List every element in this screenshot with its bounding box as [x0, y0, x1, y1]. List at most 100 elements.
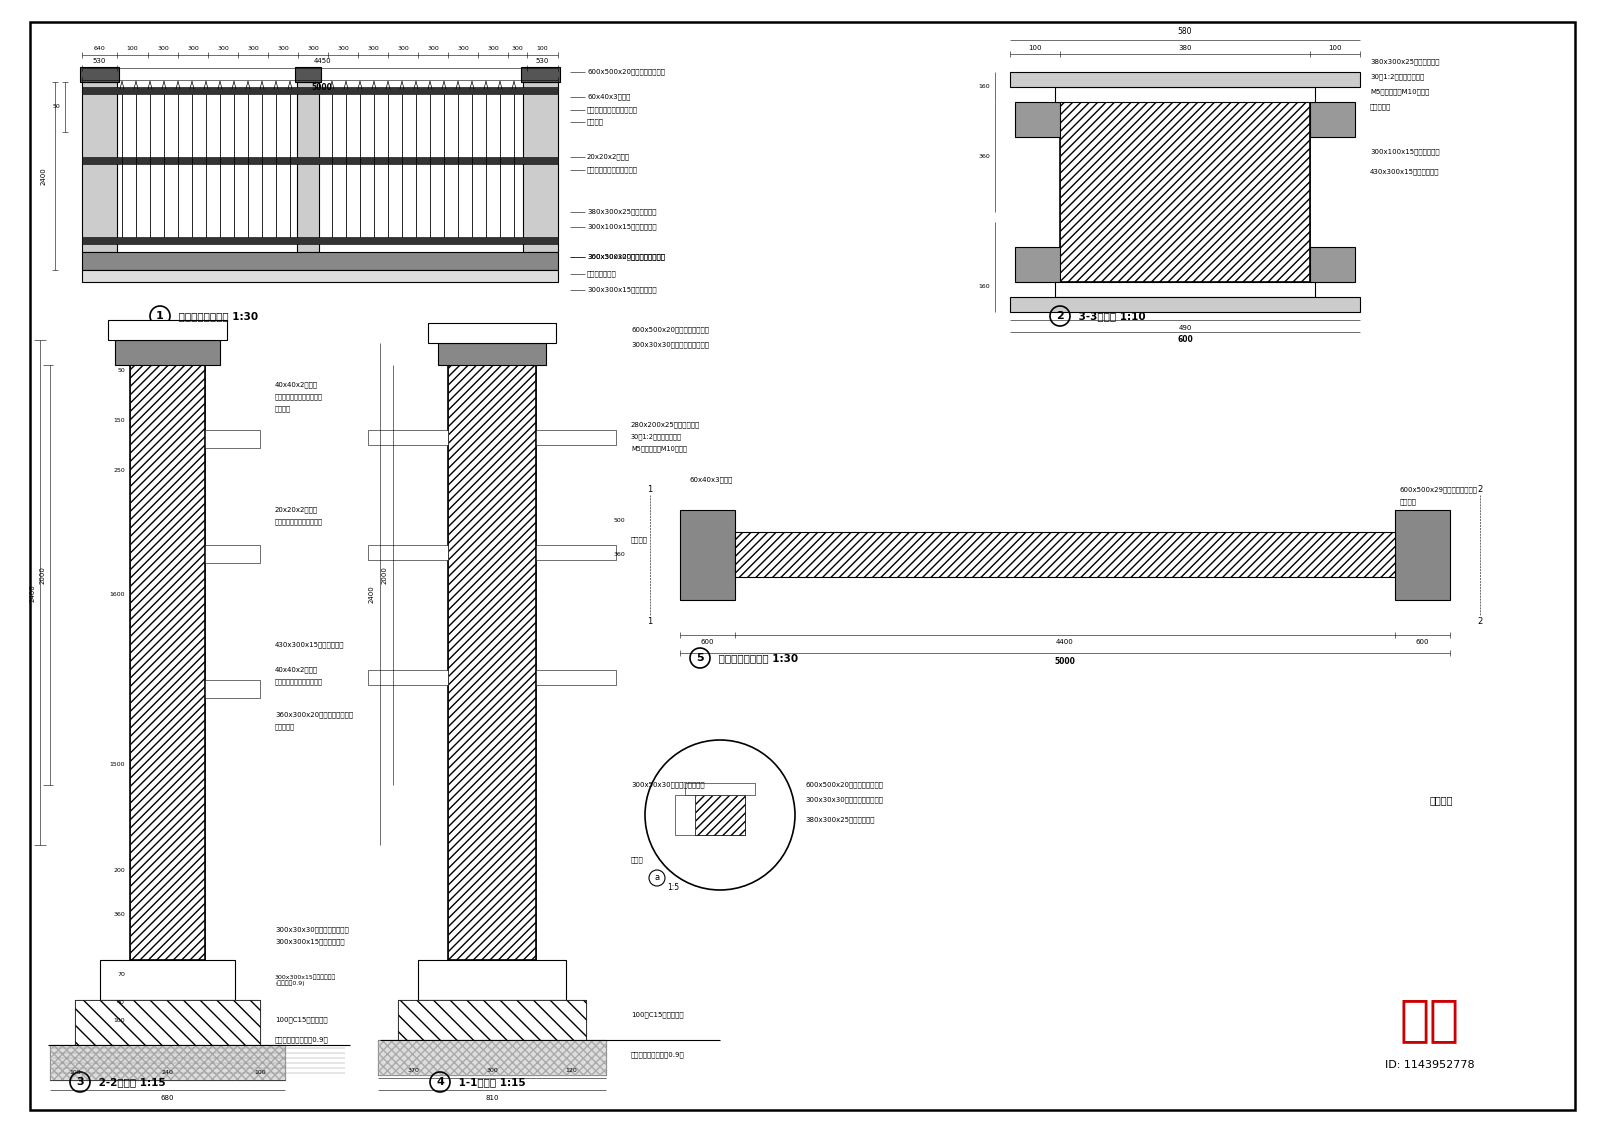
Bar	[82, 87, 558, 94]
Bar	[1014, 102, 1059, 137]
Text: 2: 2	[1477, 618, 1483, 627]
Text: 素土夯实（压实系数0.9）: 素土夯实（压实系数0.9）	[275, 1037, 328, 1043]
Bar	[82, 83, 117, 252]
Text: 300x100x15机切面黄木纹: 300x100x15机切面黄木纹	[1370, 148, 1440, 155]
Bar	[294, 67, 322, 83]
Text: 100厚C15混凝土垫层: 100厚C15混凝土垫层	[630, 1012, 683, 1018]
Text: 300x300x15机切面黄木纹: 300x300x15机切面黄木纹	[587, 286, 656, 293]
Text: 300: 300	[397, 45, 410, 51]
Text: 40x40x2厚方通: 40x40x2厚方通	[275, 666, 318, 673]
Bar	[130, 365, 205, 960]
Text: 300x30x30自然面锈石黄花岗石: 300x30x30自然面锈石黄花岗石	[630, 342, 709, 348]
Text: 5000: 5000	[1054, 656, 1075, 665]
Text: 每单元设置两个: 每单元设置两个	[587, 270, 616, 277]
Bar	[298, 83, 318, 252]
Text: 黑色防锈漆两层，底层清漆: 黑色防锈漆两层，底层清漆	[587, 166, 638, 173]
Text: 380x300x25机切面黄木纹: 380x300x25机切面黄木纹	[587, 209, 656, 215]
Bar	[448, 365, 536, 960]
Text: 50: 50	[53, 104, 61, 110]
Text: 150: 150	[114, 417, 125, 423]
Text: 成品预埋件: 成品预埋件	[1370, 104, 1392, 111]
Text: 430x300x15机切面黄木纹: 430x300x15机切面黄木纹	[1370, 169, 1440, 175]
Text: 300: 300	[486, 45, 499, 51]
Text: 600x500x20烧面锈石黄花岗石: 600x500x20烧面锈石黄花岗石	[630, 327, 709, 334]
Bar	[205, 430, 259, 448]
Text: 40x40x2厚方通: 40x40x2厚方通	[275, 381, 318, 388]
Text: 300: 300	[338, 45, 349, 51]
Text: 黑色防锈漆两层，底层清漆: 黑色防锈漆两层，底层清漆	[587, 106, 638, 113]
Text: 3: 3	[77, 1077, 83, 1087]
Text: 黑色防锈漆两层，底层清漆: 黑色防锈漆两层，底层清漆	[275, 394, 323, 400]
Text: 300: 300	[366, 45, 379, 51]
Text: 300: 300	[246, 45, 259, 51]
Text: 5000: 5000	[312, 84, 333, 93]
Bar	[378, 1041, 606, 1074]
Text: 100厚C15混凝土垫层: 100厚C15混凝土垫层	[275, 1017, 328, 1024]
Text: 2-2剖面图 1:15: 2-2剖面图 1:15	[94, 1077, 166, 1087]
Bar	[685, 783, 755, 795]
Text: 360x300x20烧面锈石黄花岗石: 360x300x20烧面锈石黄花岗石	[587, 253, 666, 260]
Text: 知末: 知末	[1400, 996, 1459, 1044]
Text: 20x20x2厚方通: 20x20x2厚方通	[275, 507, 318, 513]
Text: 300: 300	[307, 45, 318, 51]
Bar	[1310, 102, 1355, 137]
Bar	[205, 545, 259, 563]
Text: 240: 240	[162, 1070, 173, 1074]
Text: 680: 680	[160, 1095, 174, 1100]
Text: 300: 300	[157, 45, 170, 51]
Text: 300x300x15机切面黄木纹
(压实系数0.9): 300x300x15机切面黄木纹 (压实系数0.9)	[275, 974, 336, 986]
Bar	[522, 67, 560, 83]
Text: 70: 70	[117, 973, 125, 977]
Bar	[429, 323, 557, 343]
Text: 600: 600	[1416, 639, 1429, 645]
Text: 1-1剖面图 1:15: 1-1剖面图 1:15	[454, 1077, 526, 1087]
Text: 380x300x25机切面黄木纹: 380x300x25机切面黄木纹	[1370, 59, 1440, 66]
Text: 380: 380	[1178, 45, 1192, 51]
Text: 2400: 2400	[42, 167, 46, 184]
Text: 530: 530	[536, 58, 549, 64]
Text: 1: 1	[648, 618, 653, 627]
Bar	[368, 545, 448, 560]
Text: 2: 2	[1477, 485, 1483, 494]
Text: 300: 300	[458, 45, 469, 51]
Bar	[1395, 510, 1450, 601]
Text: 1500: 1500	[109, 762, 125, 768]
Text: 300x30x30烧面锈石黄花岗石: 300x30x30烧面锈石黄花岗石	[275, 926, 349, 933]
Text: 640: 640	[94, 45, 106, 51]
Text: 300: 300	[218, 45, 229, 51]
Text: 2000: 2000	[40, 566, 46, 584]
Bar	[1059, 102, 1310, 282]
Bar	[205, 680, 259, 698]
Text: 600x500x20烧面锈石黄花岗石: 600x500x20烧面锈石黄花岗石	[805, 782, 883, 788]
Bar	[82, 252, 558, 270]
Bar	[1310, 247, 1355, 282]
Text: 300x50x30烧面锈石黄花岗石: 300x50x30烧面锈石黄花岗石	[630, 782, 704, 788]
Text: 280x200x25机切面黄木纹: 280x200x25机切面黄木纹	[630, 422, 701, 429]
Text: 30厚1:2水泥砂浆结合层: 30厚1:2水泥砂浆结合层	[630, 433, 682, 440]
Text: 60x40x3厚方通: 60x40x3厚方通	[690, 476, 733, 483]
Text: 100: 100	[1328, 45, 1342, 51]
Bar	[1014, 247, 1059, 282]
Text: 810: 810	[485, 1095, 499, 1100]
Text: 2400: 2400	[370, 585, 374, 603]
Text: 预埋电线: 预埋电线	[630, 537, 648, 543]
Text: 300x30x30自然面锈石黄花岗石: 300x30x30自然面锈石黄花岗石	[805, 796, 883, 803]
Text: 580: 580	[1178, 27, 1192, 36]
Bar	[523, 83, 558, 252]
Text: 2: 2	[1056, 311, 1064, 321]
Bar	[694, 795, 746, 835]
Text: 360: 360	[613, 553, 626, 558]
Text: 成品壁灯: 成品壁灯	[587, 119, 605, 126]
Bar	[368, 670, 448, 685]
Text: 4450: 4450	[314, 58, 331, 64]
Bar	[75, 1000, 259, 1045]
Text: 160: 160	[978, 85, 990, 89]
Bar	[398, 1000, 586, 1041]
Text: 1:5: 1:5	[667, 883, 678, 892]
Text: 3-3剖面图 1:10: 3-3剖面图 1:10	[1075, 311, 1146, 321]
Bar	[368, 430, 448, 444]
Text: 围墙做法: 围墙做法	[1430, 795, 1453, 805]
Text: 360: 360	[114, 913, 125, 917]
Bar	[536, 545, 616, 560]
Bar	[82, 270, 558, 282]
